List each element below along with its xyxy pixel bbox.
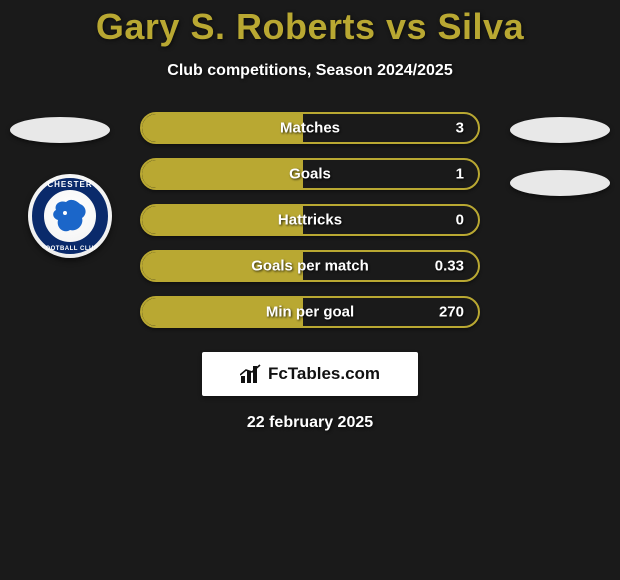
stat-bar: Min per goal270 [140,296,480,328]
stat-bar: Goals per match0.33 [140,250,480,282]
stat-bar-label: Goals [142,166,478,183]
stat-bar-label: Min per goal [142,304,478,321]
stat-bar: Matches3 [140,112,480,144]
comparison-stage: CHESTER FOOTBALL CLUB Matches3 Goals1 Hatt… [0,112,620,342]
date-text: 22 february 2025 [0,414,620,432]
player-right-marker-1 [510,117,610,143]
wolf-icon [50,196,90,236]
brand-text: FcTables.com [268,364,380,384]
stat-bars: Matches3Goals1Hattricks0Goals per match0… [140,112,480,342]
stat-bar-label: Matches [142,120,478,137]
crest-text-top: CHESTER [28,180,112,189]
club-crest: CHESTER FOOTBALL CLUB [28,174,112,258]
stat-bar-value: 270 [439,304,464,321]
stat-bar-value: 3 [456,120,464,137]
crest-text-bottom: FOOTBALL CLUB [28,246,112,252]
player-left-marker [10,117,110,143]
stat-bar-label: Goals per match [142,258,478,275]
player-right-marker-2 [510,170,610,196]
stat-bar-value: 1 [456,166,464,183]
page-subtitle: Club competitions, Season 2024/2025 [0,62,620,80]
stat-bar-value: 0.33 [435,258,464,275]
stat-bar-value: 0 [456,212,464,229]
stat-bar: Hattricks0 [140,204,480,236]
stat-bar: Goals1 [140,158,480,190]
brand-box[interactable]: FcTables.com [202,352,418,396]
bar-chart-icon [240,364,262,384]
page-title: Gary S. Roberts vs Silva [0,0,620,48]
stat-bar-label: Hattricks [142,212,478,229]
